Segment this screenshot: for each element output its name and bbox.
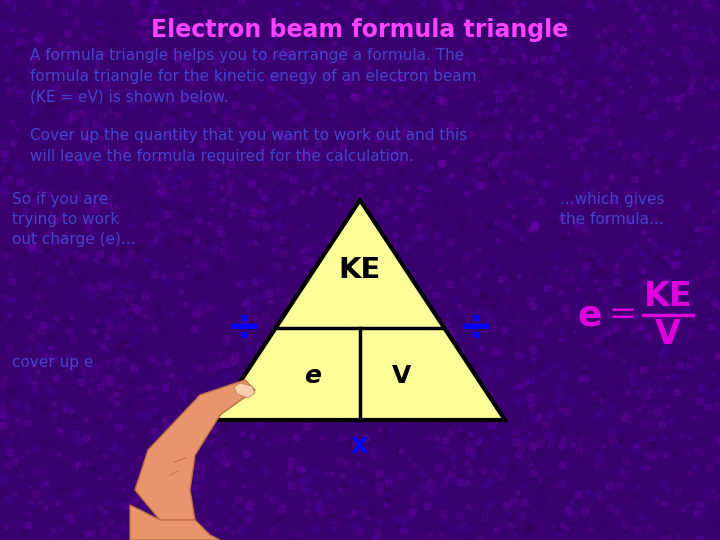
Text: trying to work: trying to work xyxy=(12,212,120,227)
Text: e: e xyxy=(305,363,321,388)
Polygon shape xyxy=(135,380,255,520)
Text: out charge (e)...: out charge (e)... xyxy=(12,232,135,247)
Text: ÷: ÷ xyxy=(227,307,261,349)
Polygon shape xyxy=(234,383,255,398)
Text: Cover up the quantity that you want to work out and this
will leave the formula : Cover up the quantity that you want to w… xyxy=(30,128,467,164)
Text: e: e xyxy=(577,298,602,332)
Text: x: x xyxy=(351,431,369,459)
Text: cover up e: cover up e xyxy=(12,355,94,370)
Text: V: V xyxy=(655,319,681,352)
Text: =: = xyxy=(608,299,636,332)
Text: the formula...: the formula... xyxy=(560,212,664,227)
Polygon shape xyxy=(215,200,505,420)
Text: Electron beam formula triangle: Electron beam formula triangle xyxy=(151,18,569,42)
Text: KE: KE xyxy=(644,280,693,314)
Text: ÷: ÷ xyxy=(459,307,493,349)
Polygon shape xyxy=(130,505,220,540)
Text: ...which gives: ...which gives xyxy=(560,192,665,207)
Text: So if you are: So if you are xyxy=(12,192,108,207)
Text: V: V xyxy=(392,363,412,388)
Text: A formula triangle helps you to rearrange a formula. The
formula triangle for th: A formula triangle helps you to rearrang… xyxy=(30,48,477,105)
Text: KE: KE xyxy=(339,256,381,284)
